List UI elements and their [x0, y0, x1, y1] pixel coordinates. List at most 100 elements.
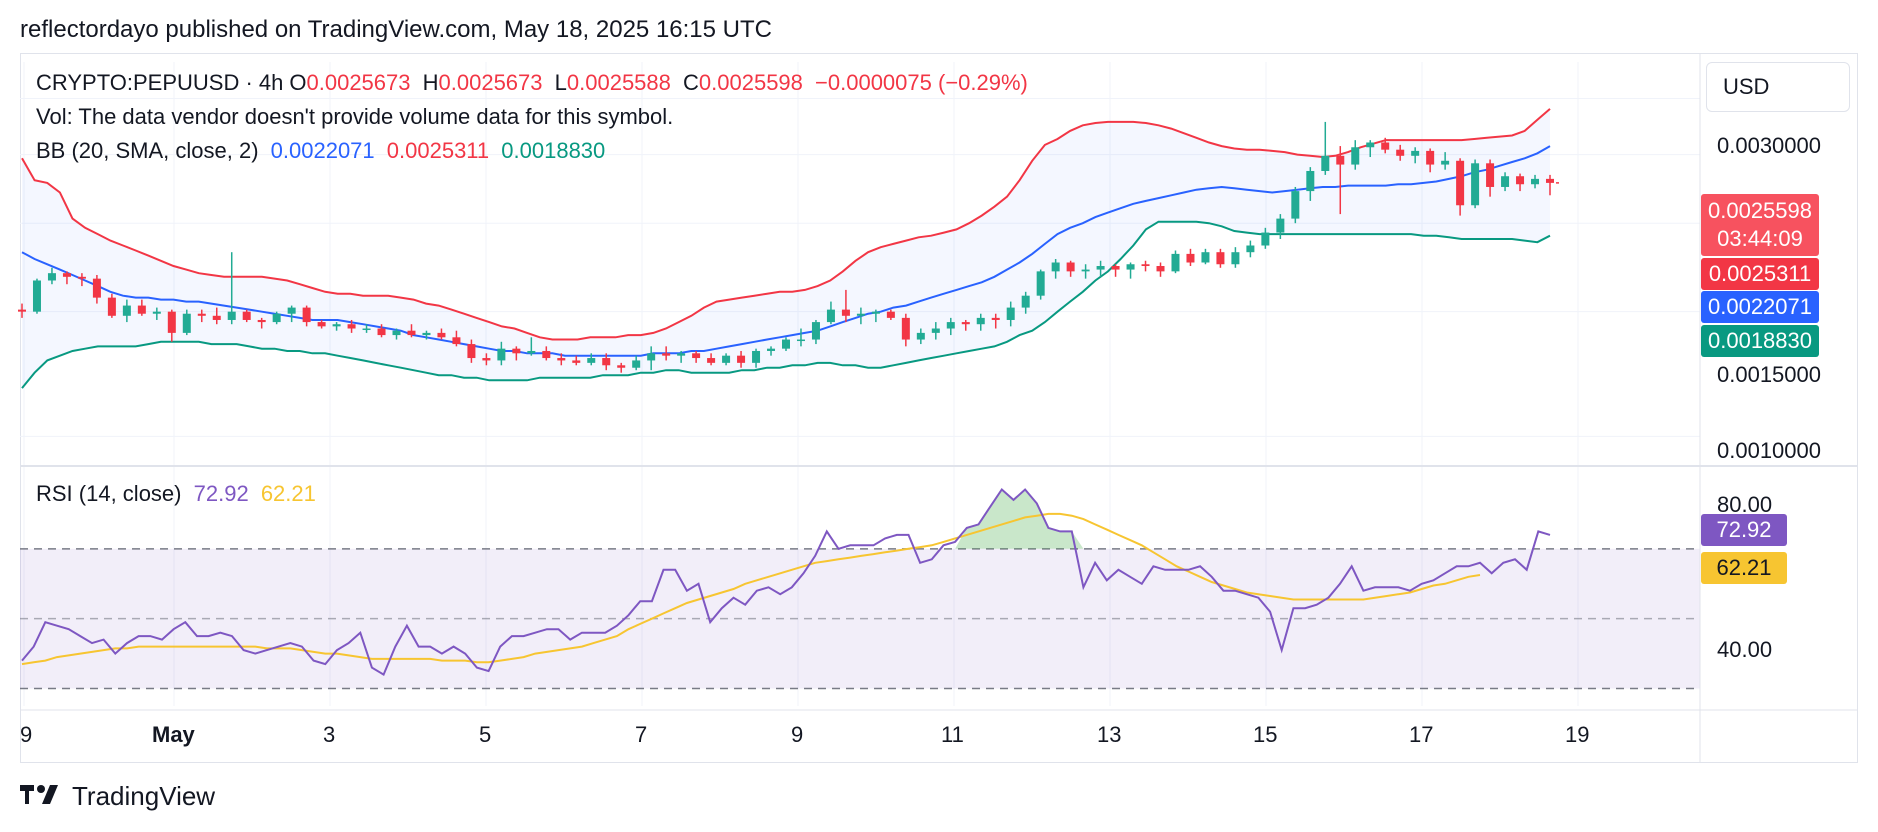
candle-body	[527, 350, 536, 354]
time-label: 7	[635, 722, 648, 747]
candle	[302, 305, 311, 327]
candle-body	[1381, 142, 1390, 150]
candle	[272, 311, 281, 325]
candle-body	[1246, 245, 1255, 253]
candle	[572, 355, 581, 366]
candle	[796, 328, 805, 347]
candle-body	[542, 350, 551, 359]
candle-body	[1036, 271, 1045, 296]
candle	[1546, 174, 1554, 196]
bb-legend[interactable]: BB (20, SMA, close, 2) 0.0022071 0.00253…	[36, 138, 611, 164]
candle	[692, 350, 701, 363]
time-label: 15	[1253, 722, 1278, 747]
candle	[1501, 172, 1510, 192]
candle-body	[841, 309, 850, 316]
candle	[1066, 260, 1075, 277]
candle-body	[1081, 269, 1090, 272]
rsi-line	[21, 487, 1551, 677]
candle	[1441, 152, 1450, 170]
candle-body	[1441, 160, 1450, 165]
symbol-label[interactable]: CRYPTO:PEPUUSD · 4h	[36, 70, 284, 95]
candle	[137, 299, 146, 316]
currency-selector[interactable]: USD	[1706, 62, 1850, 112]
tradingview-logo-icon	[20, 781, 64, 812]
candle-body	[1486, 163, 1495, 187]
candle	[662, 346, 671, 361]
candle	[1426, 148, 1435, 173]
candle	[976, 313, 985, 331]
candle	[871, 309, 880, 323]
candle-body	[512, 348, 521, 354]
candle-body	[242, 311, 251, 320]
candle	[1396, 144, 1405, 161]
candle	[122, 299, 131, 323]
bb-lower-value: 0.0018830	[501, 138, 606, 163]
candle	[32, 278, 41, 314]
candle	[722, 353, 731, 366]
candle-body	[901, 317, 910, 340]
candle-body	[572, 360, 581, 363]
candle-body	[197, 313, 206, 316]
candle-body	[1276, 218, 1285, 233]
candle	[467, 339, 476, 363]
candle	[617, 362, 626, 373]
candle-body	[1351, 147, 1360, 165]
change-value: −0.0000075 (−0.29%)	[815, 70, 1028, 95]
candle	[782, 337, 790, 351]
candle	[362, 324, 371, 333]
candle	[1486, 159, 1495, 197]
candle	[182, 309, 191, 336]
candle	[1516, 173, 1525, 192]
rsi-legend[interactable]: RSI (14, close) 72.92 62.21	[36, 481, 322, 507]
price-tick: 0.0010000	[1717, 438, 1821, 463]
candle-body	[782, 339, 790, 349]
candle-body	[1066, 262, 1075, 272]
candle	[1111, 264, 1120, 277]
price-tick: 0.0015000	[1717, 362, 1821, 387]
high-label: H	[422, 70, 439, 95]
candle	[811, 319, 820, 345]
time-label: 5	[479, 722, 492, 747]
candle-body	[1516, 176, 1525, 185]
candle-body	[47, 273, 56, 281]
candle-body	[257, 319, 266, 323]
candle-body	[796, 339, 805, 342]
candle	[422, 330, 431, 340]
candle	[841, 289, 850, 323]
rsi-ma-value: 62.21	[260, 481, 316, 506]
bb-upper-price-label: 0.0025311	[1701, 258, 1819, 290]
candle-body	[137, 305, 146, 314]
candle-body	[212, 315, 221, 320]
candle-body	[886, 311, 895, 318]
candle	[1321, 121, 1330, 175]
candle	[1306, 167, 1315, 201]
candle-body	[92, 278, 101, 298]
candle	[1021, 291, 1030, 314]
candle	[497, 341, 506, 366]
candle-body	[1321, 155, 1330, 171]
candle-body	[1306, 170, 1315, 192]
candle	[1231, 247, 1240, 268]
candle	[961, 319, 970, 331]
candle-body	[1546, 178, 1554, 183]
candle	[647, 346, 656, 371]
candle-body	[1471, 163, 1480, 206]
candle	[931, 322, 940, 340]
chart-decorations	[20, 53, 1858, 763]
last-price-label: 0.0025598 03:44:09	[1701, 194, 1819, 256]
candle	[287, 305, 296, 323]
bb-lower-line	[21, 220, 1551, 389]
candle-body	[871, 311, 880, 314]
candle	[752, 348, 761, 368]
rsi-tick: 40.00	[1717, 637, 1773, 662]
candle	[1051, 259, 1060, 279]
candle-body	[961, 322, 970, 325]
candle	[1381, 137, 1390, 154]
footer-brand[interactable]: TradingView	[20, 781, 215, 812]
candle	[257, 317, 266, 329]
candle-body	[107, 297, 116, 316]
rsi-tick: 80.00	[1717, 492, 1773, 517]
candle-body	[1186, 253, 1195, 263]
candle	[587, 353, 596, 366]
